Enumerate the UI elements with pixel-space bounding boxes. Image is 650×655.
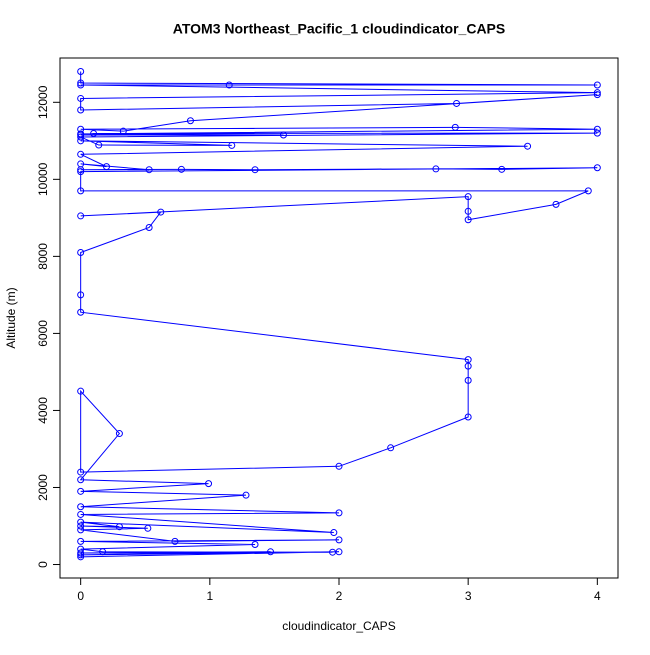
data-point xyxy=(77,387,85,395)
data-point xyxy=(77,468,85,476)
data-point xyxy=(77,545,85,553)
y-tick-label: 6000 xyxy=(36,320,50,347)
data-point xyxy=(593,164,601,172)
data-point xyxy=(95,141,103,149)
x-axis-label: cloudindicator_CAPS xyxy=(282,619,395,633)
data-point xyxy=(464,376,472,384)
data-point xyxy=(77,510,85,518)
data-point xyxy=(330,529,338,537)
data-point xyxy=(103,163,110,171)
data-point xyxy=(593,89,601,97)
data-point xyxy=(77,81,85,89)
data-point xyxy=(387,444,395,452)
data-point xyxy=(453,99,461,107)
data-point xyxy=(451,123,459,131)
data-point xyxy=(464,362,472,370)
data-point xyxy=(77,212,85,220)
y-tick-label: 10000 xyxy=(36,162,50,196)
data-point xyxy=(593,91,601,99)
data-point xyxy=(77,476,85,484)
chart-title: ATOM3 Northeast_Pacific_1 cloudindicator… xyxy=(173,21,505,37)
y-tick-label: 12000 xyxy=(36,85,50,119)
data-point xyxy=(77,67,85,75)
y-tick-label: 0 xyxy=(36,561,50,568)
data-point xyxy=(77,130,85,138)
data-point xyxy=(77,537,85,545)
data-point xyxy=(242,491,250,499)
data-point xyxy=(251,540,259,548)
data-point xyxy=(77,79,85,87)
data-point xyxy=(115,523,123,531)
data-point xyxy=(335,509,343,517)
data-point xyxy=(77,125,85,133)
data-point xyxy=(77,106,85,114)
data-point xyxy=(119,127,127,135)
y-tick-label: 8000 xyxy=(36,243,50,270)
data-point xyxy=(279,131,287,139)
data-line xyxy=(79,71,598,558)
data-point xyxy=(524,142,532,150)
data-point xyxy=(205,480,213,488)
y-axis-label: Altitude (m) xyxy=(4,287,18,348)
x-tick-label: 1 xyxy=(206,589,213,603)
x-tick-label: 3 xyxy=(465,589,472,603)
x-tick-label: 4 xyxy=(594,589,601,603)
data-point xyxy=(186,117,194,125)
data-point xyxy=(77,522,85,530)
data-point xyxy=(267,548,275,556)
data-point xyxy=(464,207,472,215)
data-point xyxy=(90,129,98,137)
data-point xyxy=(77,249,85,257)
data-point xyxy=(77,308,85,316)
data-point xyxy=(77,94,85,102)
data-point xyxy=(329,548,337,556)
data-point xyxy=(171,537,179,545)
data-point xyxy=(77,549,85,557)
data-point xyxy=(77,503,85,511)
data-point xyxy=(464,413,472,421)
data-point xyxy=(77,291,85,299)
data-point xyxy=(464,193,472,201)
data-point xyxy=(145,223,153,231)
x-tick-label: 2 xyxy=(336,589,343,603)
data-point xyxy=(498,165,506,173)
data-point xyxy=(77,168,85,176)
data-point xyxy=(432,165,440,173)
data-point xyxy=(77,150,85,158)
data-point xyxy=(77,518,85,526)
data-point xyxy=(77,160,85,168)
data-point xyxy=(144,524,152,532)
data-point xyxy=(584,187,592,195)
data-point xyxy=(77,526,85,534)
data-point xyxy=(593,125,601,133)
data-point xyxy=(228,141,236,149)
data-point xyxy=(593,129,601,137)
data-point xyxy=(177,165,185,173)
data-point xyxy=(77,487,85,495)
data-point xyxy=(77,187,85,195)
data-point xyxy=(251,166,259,174)
data-point xyxy=(225,81,233,89)
data-point xyxy=(593,81,601,89)
data-point xyxy=(99,548,107,556)
data-point xyxy=(335,462,343,470)
y-tick-label: 2000 xyxy=(36,474,50,501)
x-tick-label: 0 xyxy=(77,589,84,603)
data-point xyxy=(145,166,153,174)
data-point xyxy=(77,553,85,561)
data-point xyxy=(115,430,123,438)
data-point xyxy=(157,208,165,216)
data-point xyxy=(464,216,472,224)
data-point xyxy=(335,536,343,544)
data-point xyxy=(77,133,85,141)
data-point xyxy=(552,200,560,208)
y-tick-label: 4000 xyxy=(36,397,50,424)
data-point xyxy=(464,356,472,364)
